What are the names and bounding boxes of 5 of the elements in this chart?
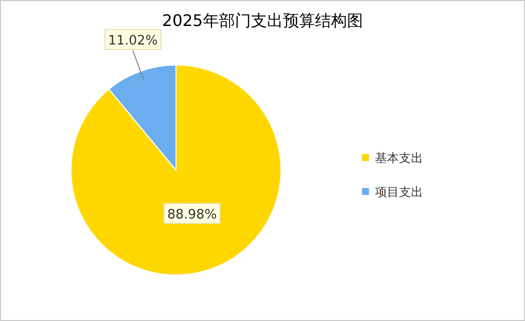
- legend-label: 项目支出: [375, 185, 423, 199]
- legend-label: 基本支出: [375, 151, 423, 165]
- data-label: 88.98%: [167, 207, 217, 222]
- title: 2025年部门支出预算结构图: [162, 11, 363, 30]
- data-label: 11.02%: [108, 34, 158, 49]
